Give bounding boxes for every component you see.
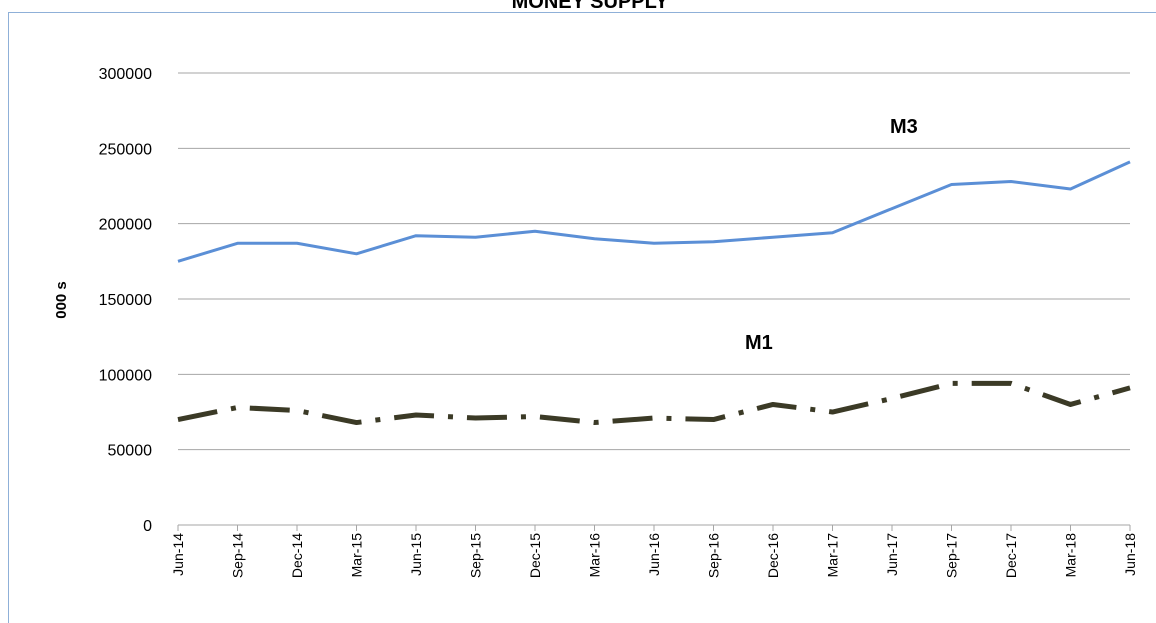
- x-tick-label: Sep-16: [706, 533, 722, 578]
- y-tick-label: 150000: [99, 292, 152, 309]
- x-tick-label: Mar-17: [825, 533, 841, 578]
- y-tick-label: 250000: [99, 141, 152, 158]
- x-tick-label: Jun-15: [408, 533, 424, 576]
- x-tick-label: Sep-14: [230, 533, 246, 578]
- x-tick-label: Mar-18: [1063, 533, 1079, 578]
- series-label: M3: [890, 116, 918, 138]
- series-label: M1: [745, 332, 773, 354]
- y-axis-label: 000 s: [53, 281, 70, 319]
- x-tick-label: Mar-16: [587, 533, 603, 578]
- x-tick-label: Jun-18: [1122, 533, 1138, 576]
- x-tick-label: Sep-15: [468, 533, 484, 578]
- x-tick-label: Dec-17: [1003, 533, 1019, 578]
- y-tick-label: 50000: [108, 443, 153, 460]
- x-tick-label: Dec-14: [289, 533, 305, 578]
- x-tick-label: Dec-15: [527, 533, 543, 578]
- x-tick-label: Jun-16: [646, 533, 662, 576]
- chart-title: MONEY SUPPLY: [512, 0, 669, 13]
- x-tick-label: Sep-17: [944, 533, 960, 578]
- y-tick-label: 100000: [99, 367, 152, 384]
- y-tick-label: 200000: [99, 217, 152, 234]
- series-line: [177, 380, 1131, 426]
- x-tick-label: Jun-14: [170, 533, 186, 576]
- series-line: [177, 160, 1131, 263]
- x-tick-label: Mar-15: [349, 533, 365, 578]
- y-tick-label: 0: [143, 518, 152, 535]
- chart-border: [8, 12, 1156, 623]
- x-tick-label: Dec-16: [765, 533, 781, 578]
- x-tick-label: Jun-17: [884, 533, 900, 576]
- y-tick-label: 300000: [99, 66, 152, 83]
